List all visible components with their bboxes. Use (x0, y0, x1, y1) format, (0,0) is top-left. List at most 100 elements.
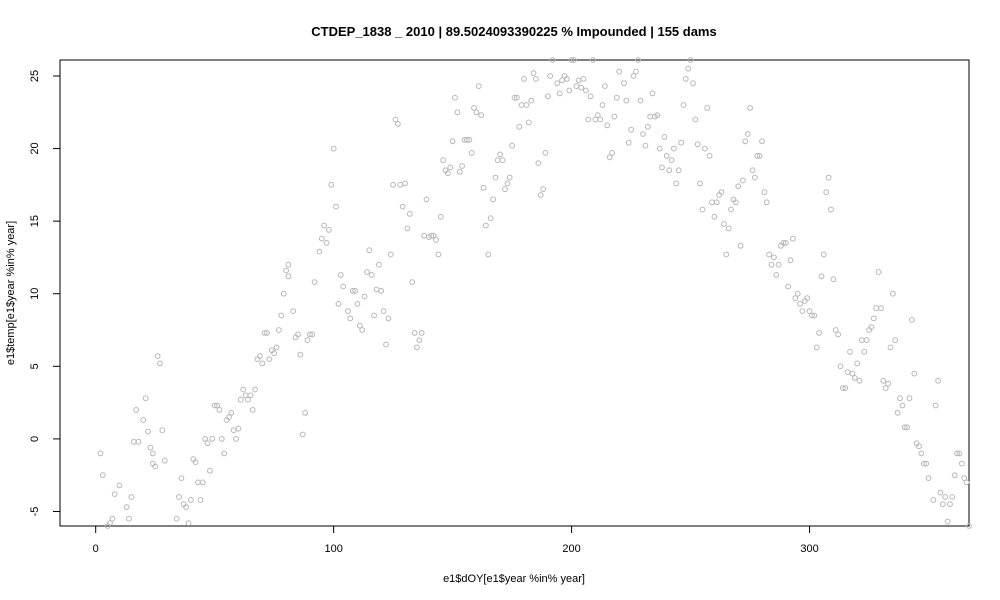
data-point-37 (202, 436, 209, 442)
data-point-215 (635, 57, 642, 63)
x-tick-label-0: 0 (93, 543, 99, 555)
data-point-288 (809, 312, 815, 319)
data-point-69 (278, 312, 285, 319)
data-point-36 (199, 479, 206, 486)
data-point-233 (678, 139, 684, 146)
data-point-237 (687, 57, 694, 63)
data-point-186 (564, 76, 570, 82)
data-point-60 (257, 353, 263, 360)
data-point-327 (901, 424, 908, 431)
data-point-120 (404, 225, 411, 232)
data-point-201 (599, 102, 606, 108)
data-point-124 (414, 344, 420, 351)
data-point-159 (497, 151, 504, 158)
data-point-228 (666, 167, 673, 174)
data-point-290 (813, 344, 820, 351)
data-point-30 (185, 520, 192, 526)
data-point-323 (892, 337, 899, 344)
data-point-122 (409, 279, 416, 286)
data-point-15 (145, 428, 151, 435)
data-point-11 (133, 407, 140, 413)
data-point-143 (459, 163, 466, 169)
data-point-42 (214, 402, 221, 409)
data-point-96 (347, 315, 354, 322)
data-point-108 (376, 261, 382, 268)
data-point-206 (611, 113, 618, 120)
data-point-109 (378, 287, 385, 294)
data-point-231 (673, 180, 680, 187)
data-point-17 (149, 450, 156, 457)
data-point-254 (728, 206, 734, 213)
data-point-133 (435, 251, 442, 258)
data-point-349 (954, 450, 960, 457)
data-point-150 (475, 83, 482, 89)
data-point-218 (642, 142, 649, 149)
data-point-281 (792, 295, 799, 302)
data-point-127 (421, 232, 428, 239)
data-point-139 (449, 138, 456, 145)
data-point-256 (732, 199, 739, 206)
data-point-126 (418, 330, 425, 336)
data-point-68 (276, 327, 282, 333)
data-point-192 (578, 84, 584, 91)
data-point-238 (690, 80, 696, 87)
data-point-119 (402, 180, 408, 187)
data-point-183 (556, 90, 563, 97)
data-point-191 (575, 77, 582, 84)
data-point-169 (521, 76, 527, 82)
data-point-179 (544, 93, 551, 100)
data-point-250 (718, 189, 725, 196)
data-point-118 (399, 203, 406, 210)
data-point-244 (704, 105, 711, 111)
data-point-156 (490, 196, 497, 203)
y-tick-label-0: -5 (29, 507, 41, 517)
data-point-76 (295, 331, 301, 338)
data-point-182 (554, 80, 561, 87)
data-point-178 (542, 150, 549, 156)
data-point-197 (590, 57, 596, 63)
data-point-313 (868, 324, 875, 331)
data-point-25 (173, 515, 180, 522)
y-tick-label-6: 25 (29, 70, 41, 82)
data-point-84 (316, 248, 323, 255)
data-point-353 (963, 479, 970, 486)
data-point-1 (99, 472, 106, 479)
data-point-67 (273, 344, 280, 351)
data-point-103 (364, 269, 370, 275)
data-point-23 (161, 457, 168, 464)
data-point-117 (397, 181, 404, 188)
data-point-94 (340, 283, 347, 290)
data-point-158 (494, 157, 501, 164)
data-point-86 (321, 222, 328, 229)
data-point-45 (221, 450, 228, 457)
data-point-235 (682, 76, 689, 82)
data-point-5 (111, 491, 118, 498)
data-point-260 (742, 138, 749, 145)
data-point-315 (873, 305, 880, 312)
data-point-302 (842, 385, 849, 392)
data-point-154 (485, 251, 492, 258)
data-point-331 (911, 370, 918, 377)
data-point-262 (747, 105, 753, 111)
y-tick-label-5: 20 (29, 142, 41, 154)
data-point-134 (437, 213, 444, 220)
data-point-239 (692, 116, 699, 123)
data-point-113 (387, 251, 394, 258)
data-point-333 (916, 443, 922, 450)
data-point-350 (956, 450, 963, 457)
data-point-326 (899, 402, 906, 409)
data-point-39 (207, 467, 213, 474)
data-point-304 (847, 348, 853, 355)
data-point-246 (709, 199, 715, 206)
data-point-148 (471, 105, 477, 111)
data-point-190 (573, 83, 580, 89)
data-point-261 (744, 131, 751, 137)
data-point-81 (307, 331, 313, 338)
data-point-335 (920, 460, 927, 467)
data-point-309 (859, 337, 865, 344)
data-point-301 (840, 385, 846, 392)
data-point-310 (861, 348, 868, 355)
data-point-9 (128, 494, 135, 500)
data-point-121 (406, 211, 413, 217)
data-point-168 (518, 102, 525, 108)
